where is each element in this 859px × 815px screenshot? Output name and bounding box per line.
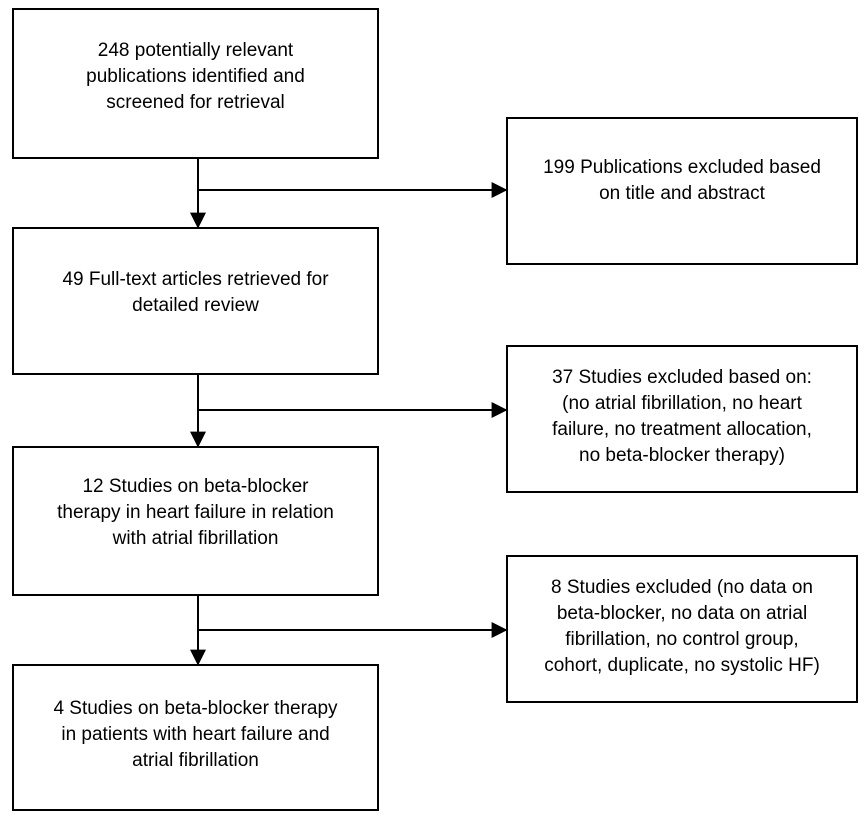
- flow-box: 4 Studies on beta-blocker therapy in pati…: [12, 664, 379, 811]
- box-text-line: 49 Full-text articles retrieved for: [62, 269, 329, 290]
- box-text-line: on title and abstract: [599, 183, 765, 204]
- flow-box: 248 potentially relevant publications ide…: [12, 8, 379, 159]
- box-text-line: beta-blocker, no data on atrial: [556, 603, 808, 624]
- box-text-line: cohort, duplicate, no systolic HF): [544, 655, 820, 676]
- exclusion-box: 37 Studies excluded based on: (no atrial …: [506, 345, 858, 493]
- box-text-line: 8 Studies excluded (no data on: [551, 577, 813, 598]
- box-text-line: failure, no treatment allocation,: [552, 419, 812, 440]
- box-text-line: with atrial fibrillation: [112, 528, 279, 549]
- box-text-line: in patients with heart failure and: [61, 724, 330, 745]
- box-text-line: 12 Studies on beta-blocker: [82, 476, 309, 497]
- box-text-line: 37 Studies excluded based on:: [552, 367, 812, 388]
- box-text-line: 248 potentially relevant: [97, 40, 294, 61]
- flow-box: 49 Full-text articles retrieved for detai…: [12, 227, 379, 375]
- exclusion-box: 8 Studies excluded (no data on beta-block…: [506, 555, 858, 703]
- box-text-line: therapy in heart failure in relation: [57, 502, 334, 523]
- box-text-line: publications identified and: [86, 66, 305, 87]
- box-text-line: atrial fibrillation: [132, 750, 259, 771]
- box-text-line: screened for retrieval: [106, 92, 285, 113]
- box-text-line: fibrillation, no control group,: [565, 629, 799, 650]
- box-text-line: 199 Publications excluded based: [543, 157, 821, 178]
- exclusion-box: 199 Publications excluded based on title …: [506, 117, 858, 265]
- box-text-line: no beta-blocker therapy): [579, 445, 785, 466]
- box-text-line: 4 Studies on beta-blocker therapy: [53, 698, 338, 719]
- box-text-line: (no atrial fibrillation, no heart: [562, 393, 802, 414]
- flow-box: 12 Studies on beta-blocker therapy in hea…: [12, 446, 379, 596]
- box-text-line: detailed review: [132, 295, 259, 316]
